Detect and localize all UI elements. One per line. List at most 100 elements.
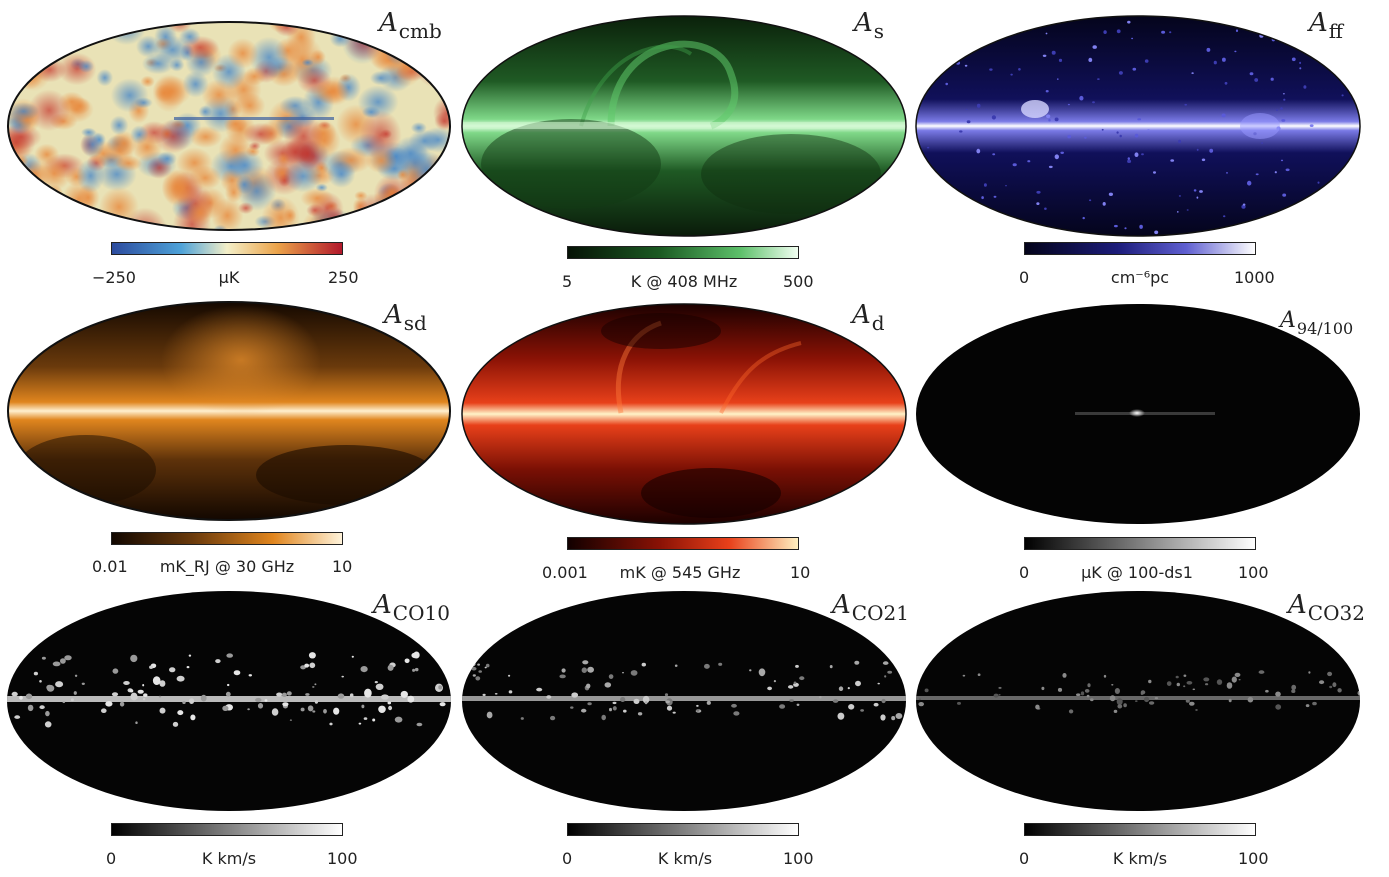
texture-blob <box>1235 29 1239 32</box>
texture-blob <box>1327 671 1333 677</box>
texture-blob <box>1341 200 1345 205</box>
texture-blob <box>789 699 794 702</box>
colorbar-min-label: 0 <box>1019 563 1030 582</box>
texture-blob <box>1045 32 1048 35</box>
sky-map-co10 <box>6 590 452 812</box>
texture-blob <box>1196 148 1199 151</box>
texture-blob <box>1309 124 1314 127</box>
texture-blob <box>393 205 420 230</box>
texture-blob <box>1109 695 1116 702</box>
texture-blob <box>1132 67 1137 71</box>
texture-blob <box>312 710 316 713</box>
texture-blob <box>1341 94 1344 97</box>
texture-blob <box>404 188 447 221</box>
texture-blob <box>438 685 443 690</box>
texture-blob <box>1042 54 1047 57</box>
texture-blob <box>477 663 480 666</box>
colorbar-max-label: 10 <box>332 557 353 576</box>
texture-blob <box>8 37 39 76</box>
texture-blob <box>394 716 403 723</box>
texture-blob <box>916 147 917 152</box>
texture-blob <box>130 654 138 663</box>
colorbar <box>567 246 799 259</box>
texture-blob <box>1257 20 1260 23</box>
texture-blob <box>1341 209 1346 214</box>
texture-blob <box>71 26 93 47</box>
texture-blob <box>1089 199 1092 202</box>
texture-blob <box>368 208 412 230</box>
texture-blob <box>137 689 144 694</box>
texture-blob <box>360 666 368 673</box>
texture-blob <box>227 38 259 69</box>
texture-blob <box>672 711 676 714</box>
texture-blob <box>143 693 148 697</box>
texture-blob <box>1213 60 1217 65</box>
colorbar <box>567 537 799 550</box>
texture-blob <box>112 668 119 674</box>
texture-blob <box>945 82 948 86</box>
texture-blob <box>85 24 110 40</box>
texture-blob <box>1169 31 1172 34</box>
colorbar-max-label: 100 <box>1238 849 1269 868</box>
colorbar-unit-label: K km/s <box>1112 849 1168 868</box>
colorbar <box>111 242 343 255</box>
texture-blob <box>14 715 21 719</box>
texture-blob <box>848 704 855 710</box>
texture-blob <box>55 681 64 688</box>
panel-title: Ad <box>852 300 885 335</box>
texture-blob <box>257 703 264 709</box>
texture-blob <box>349 693 354 698</box>
colorbar-max-label: 100 <box>327 849 358 868</box>
texture-blob <box>965 108 968 110</box>
texture-blob <box>1275 691 1281 697</box>
texture-blob <box>796 703 800 706</box>
texture-blob <box>115 155 143 172</box>
panel-title: ACO10 <box>373 590 450 625</box>
sky-map-co21 <box>461 590 907 812</box>
colorbar-max-label: 100 <box>783 849 814 868</box>
texture-blob <box>1191 72 1194 74</box>
texture-blob <box>998 694 1001 696</box>
texture-blob <box>1226 682 1233 689</box>
texture-blob <box>188 654 192 657</box>
texture-blob <box>969 29 974 34</box>
texture-blob <box>309 662 316 669</box>
texture-blob <box>1337 688 1342 693</box>
texture-blob <box>1242 203 1246 206</box>
texture-blob <box>286 691 292 696</box>
texture-blob <box>1346 33 1349 35</box>
texture-blob <box>374 681 378 684</box>
texture-blob <box>880 714 886 721</box>
texture-blob <box>10 192 27 204</box>
texture-blob <box>78 59 95 73</box>
texture-blob <box>1051 50 1056 55</box>
texture-blob <box>329 722 333 726</box>
texture-blob <box>983 213 988 217</box>
texture-blob <box>1206 47 1211 52</box>
texture-blob <box>200 694 207 702</box>
texture-blob <box>1027 160 1031 163</box>
texture-blob <box>1265 689 1269 693</box>
texture-blob <box>550 715 556 721</box>
texture-blob <box>157 151 178 167</box>
texture-blob <box>1144 696 1150 703</box>
texture-blob <box>1281 119 1286 122</box>
texture-blob <box>837 712 845 720</box>
texture-blob <box>388 705 393 711</box>
texture-blob <box>962 195 966 199</box>
texture-blob <box>361 704 365 709</box>
texture-blob <box>1012 163 1017 167</box>
texture-blob <box>992 153 996 156</box>
texture-blob <box>1137 118 1142 121</box>
texture-blob <box>62 701 66 704</box>
texture-blob <box>1247 180 1252 186</box>
colorbar <box>1024 242 1256 255</box>
texture-blob <box>472 674 476 677</box>
texture-blob <box>1244 17 1247 20</box>
texture-blob <box>243 122 278 146</box>
texture-blob <box>1161 30 1166 34</box>
texture-blob <box>396 169 409 181</box>
colorbar-unit-label: mK_RJ @ 30 GHz <box>159 557 295 576</box>
texture-blob <box>1315 224 1319 228</box>
texture-blob <box>271 708 279 716</box>
